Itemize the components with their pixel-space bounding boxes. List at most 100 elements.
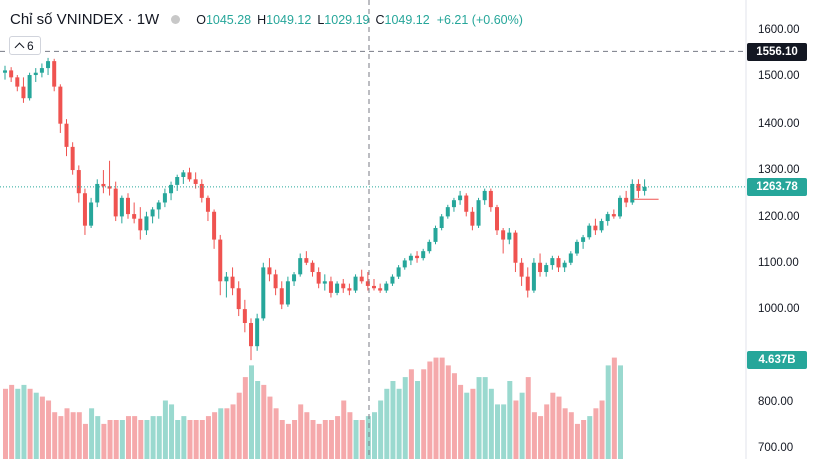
last-price-label: 1263.78 xyxy=(747,178,807,196)
candle-body xyxy=(27,75,32,99)
volume-bar xyxy=(212,412,218,459)
volume-bar xyxy=(445,365,451,459)
volume-bar xyxy=(199,420,205,459)
volume-bar xyxy=(261,384,267,459)
candle-body xyxy=(316,272,321,284)
volume-bar xyxy=(187,420,193,459)
candle-body xyxy=(408,255,413,261)
volume-bar xyxy=(433,357,439,459)
volume-bar xyxy=(556,396,562,459)
volume-bar xyxy=(310,420,316,459)
candle-body xyxy=(101,183,106,187)
y-tick-label: 1200.00 xyxy=(758,211,800,223)
volume-bar xyxy=(249,365,254,459)
y-tick-label: 1500.00 xyxy=(758,70,800,82)
candle-body xyxy=(556,258,561,268)
candle-body xyxy=(107,186,112,189)
candle-body xyxy=(359,276,364,282)
close-value: 1049.12 xyxy=(384,12,430,27)
volume-bar xyxy=(335,416,341,459)
candle-body xyxy=(488,190,493,208)
volume-bar xyxy=(285,423,291,459)
volume-bar xyxy=(126,416,131,459)
volume-bar xyxy=(464,392,470,459)
candle-body xyxy=(52,61,57,87)
candle-body xyxy=(519,262,524,277)
candle-body xyxy=(279,288,284,305)
volume-bar xyxy=(599,400,605,459)
candle-body xyxy=(175,177,180,185)
candle-body xyxy=(378,288,383,291)
volume-bar xyxy=(101,423,107,459)
volume-bar xyxy=(328,420,334,459)
candle-body xyxy=(298,258,303,275)
y-tick-label: 800.00 xyxy=(758,396,794,408)
volume-bar xyxy=(242,377,248,459)
candle-body xyxy=(384,283,389,291)
volume-bar xyxy=(205,416,211,459)
candle-body xyxy=(205,197,210,212)
ohlc-values: O 1045.28 H 1049.12 L 1029.19 C 1049.12 +6.2… xyxy=(190,13,523,27)
candle-body xyxy=(89,202,94,226)
volume-bar xyxy=(384,388,390,459)
candle-body xyxy=(70,146,75,171)
volume-bar xyxy=(519,392,525,459)
chevron-up-icon xyxy=(14,42,25,52)
candle-body xyxy=(372,285,376,289)
candle-body xyxy=(396,267,401,277)
candle-body xyxy=(328,281,333,293)
candle-body xyxy=(249,323,253,347)
market-status-dot xyxy=(171,15,181,24)
volume-bar xyxy=(495,404,500,459)
volume-bar xyxy=(476,377,482,459)
candle-body xyxy=(181,172,186,178)
candle-body xyxy=(242,309,247,324)
volume-bar xyxy=(162,400,168,459)
volume-bar xyxy=(587,416,593,459)
candle-body xyxy=(574,241,579,254)
candle-body xyxy=(64,123,69,147)
volume-bar xyxy=(611,357,617,459)
y-tick-label: 1000.00 xyxy=(758,303,800,315)
low-label: L xyxy=(317,12,325,27)
candle-body xyxy=(39,68,44,73)
candle-body xyxy=(599,221,604,231)
candle-body xyxy=(3,70,7,73)
candle-body xyxy=(273,274,278,289)
candle-body xyxy=(33,72,38,76)
volume-bar xyxy=(3,388,8,459)
candle-body xyxy=(156,202,161,210)
volume-bar xyxy=(107,420,113,459)
symbol-title[interactable]: Chỉ số VNINDEX · 1W xyxy=(10,11,160,28)
candle-body xyxy=(544,265,549,273)
volume-bar xyxy=(525,377,531,459)
open-label: O xyxy=(196,12,206,27)
volume-bar xyxy=(119,420,125,459)
candle-body xyxy=(402,260,407,268)
candle-body xyxy=(458,195,463,201)
volume-bar xyxy=(255,381,261,459)
candle-body xyxy=(58,86,63,124)
volume-bar xyxy=(574,423,580,459)
candle-body xyxy=(138,218,143,231)
candle-body xyxy=(144,216,149,231)
volume-bar xyxy=(415,381,421,459)
high-value: 1049.12 xyxy=(266,12,312,27)
volume-bar xyxy=(408,369,414,459)
candle-body xyxy=(304,258,309,263)
candle-body xyxy=(611,214,616,217)
volume-bar xyxy=(27,388,33,459)
volume-bar xyxy=(372,412,377,459)
volume-bar xyxy=(451,373,457,459)
volume-bar xyxy=(593,408,599,459)
candle-body xyxy=(451,200,456,208)
volume-bar xyxy=(218,408,224,459)
volume-bar xyxy=(365,416,371,459)
volume-bar xyxy=(359,420,365,459)
candle-body xyxy=(341,283,346,289)
volume-bar xyxy=(39,396,45,459)
candle-body xyxy=(501,230,506,240)
indicators-toggle-button[interactable]: 6 xyxy=(9,36,41,55)
